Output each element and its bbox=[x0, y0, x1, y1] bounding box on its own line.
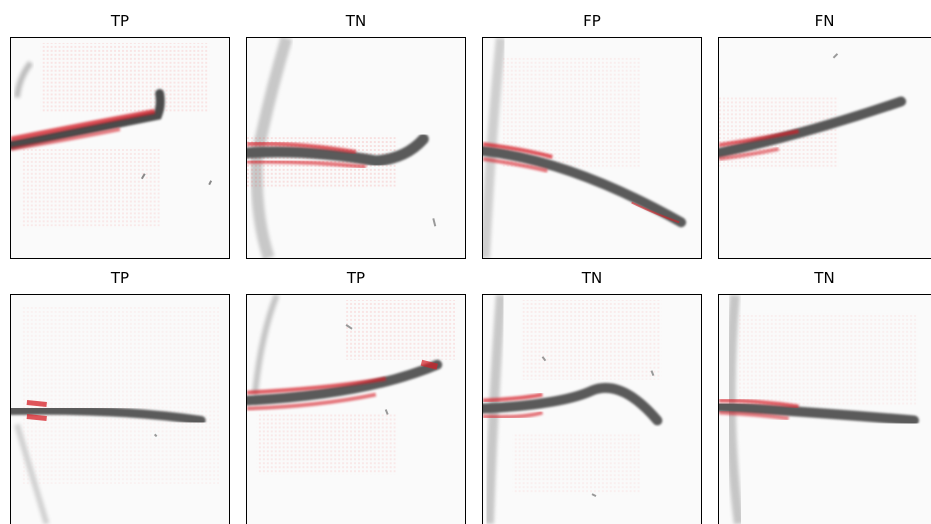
panel-title: TN bbox=[345, 12, 367, 30]
heatmap-image bbox=[246, 294, 466, 524]
heatmap-image bbox=[482, 294, 702, 524]
heatmap-image bbox=[10, 294, 230, 524]
panel-title: TN bbox=[581, 269, 603, 287]
panel-title: TP bbox=[110, 269, 130, 287]
heatmap-image bbox=[718, 37, 931, 259]
heatmap-image bbox=[718, 294, 931, 524]
panel-title: FN bbox=[814, 12, 835, 30]
panel-title: TN bbox=[814, 269, 835, 287]
heatmap-image bbox=[246, 37, 466, 259]
panel-title: TP bbox=[346, 269, 366, 287]
heatmap-image bbox=[482, 37, 702, 259]
panel-title: TP bbox=[110, 12, 130, 30]
panel-title: FP bbox=[583, 12, 601, 30]
heatmap-image bbox=[10, 37, 230, 259]
